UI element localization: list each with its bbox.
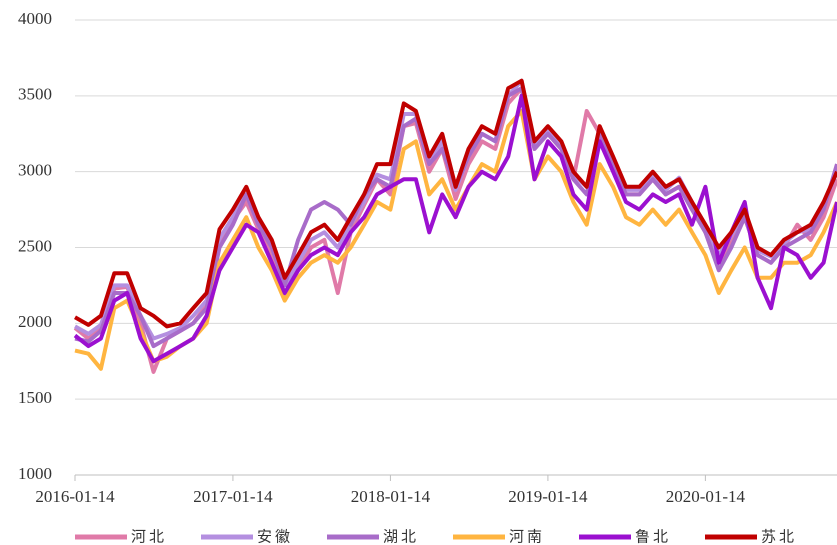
series-line [74,78,837,329]
series-line [74,78,837,341]
x-tick-label: 2017-01-14 [193,487,273,506]
y-tick-label: 4000 [18,9,52,28]
series-line [73,86,837,374]
y-tick-label: 3500 [18,85,52,104]
y-tick-label: 1500 [18,388,52,407]
legend-label: 鲁北 [635,528,671,545]
x-tick-label: 2018-01-14 [351,487,431,506]
y-tick-label: 2000 [18,312,52,331]
y-tick-label: 2500 [18,236,52,255]
y-tick-label: 1000 [18,464,52,483]
y-tick-label: 3000 [18,161,52,180]
x-tick-label: 2019-01-14 [508,487,588,506]
x-tick-label: 2016-01-14 [35,487,115,506]
legend-label: 苏北 [761,528,797,545]
series-line [74,109,837,371]
legend-label: 河北 [131,528,167,545]
series-line [73,93,837,364]
legend-label: 湖北 [383,528,419,545]
x-tick-label: 2020-01-14 [666,487,746,506]
legend-label: 安徽 [257,528,293,545]
legend-label: 河南 [509,528,545,545]
